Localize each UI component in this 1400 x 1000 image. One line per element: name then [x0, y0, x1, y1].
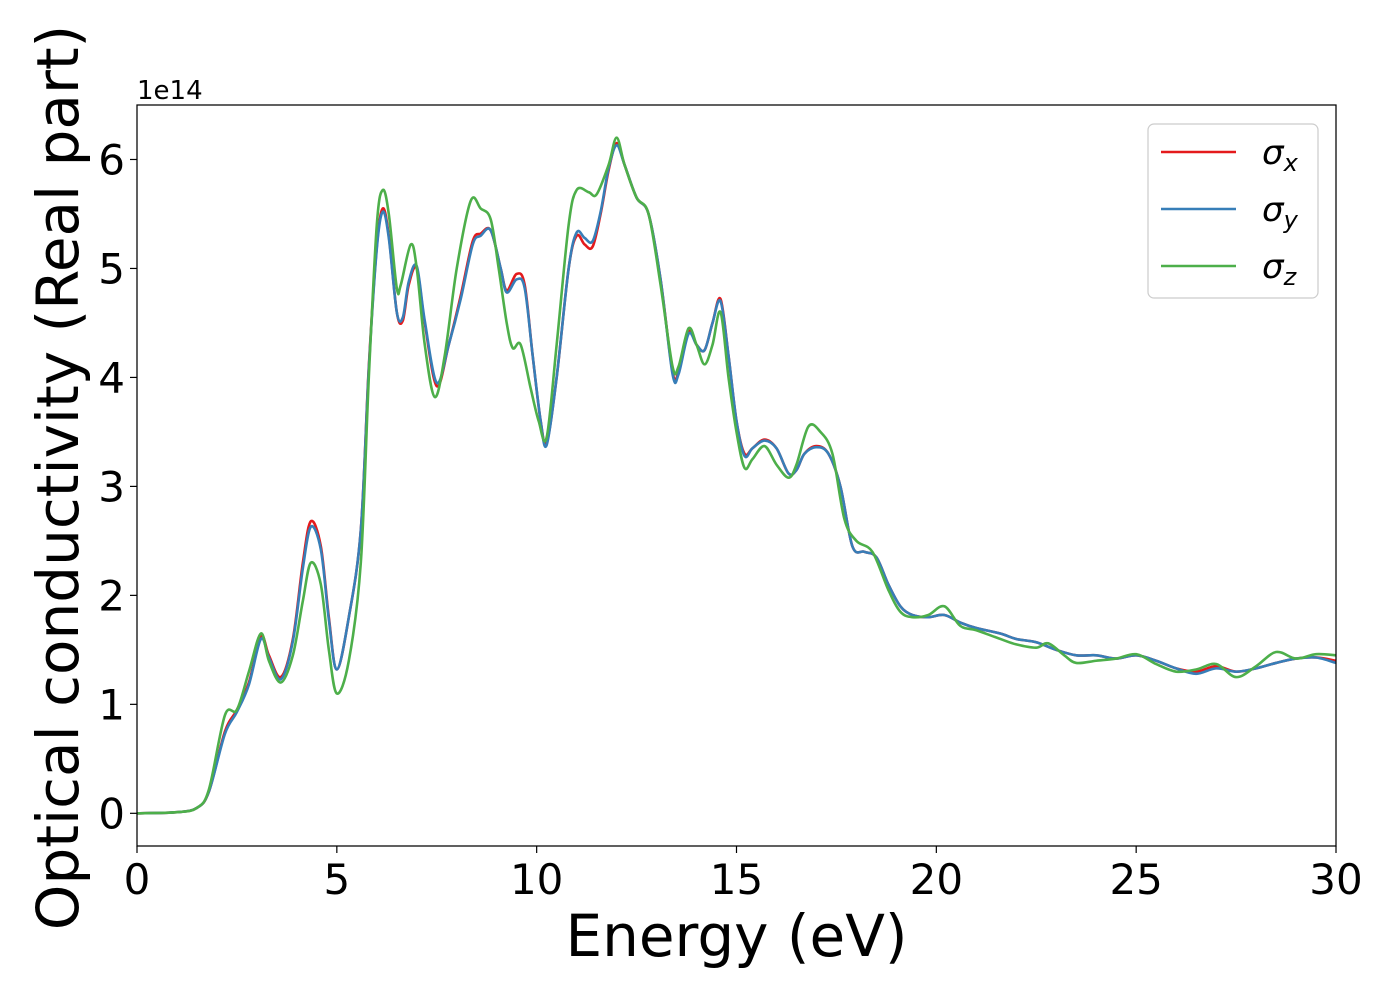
y-tick-label: 5 — [98, 244, 125, 293]
y-axis-label: Optical conductivity (Real part) — [24, 25, 92, 930]
x-tick-label: 10 — [510, 855, 563, 904]
y-offset-label: 1e14 — [137, 76, 203, 106]
series-line-sigma-z — [137, 136, 1336, 815]
y-tick-label: 6 — [98, 135, 125, 184]
x-tick-label: 0 — [124, 855, 151, 904]
x-tick-label: 20 — [910, 855, 963, 904]
y-tick-label: 3 — [98, 462, 125, 511]
x-tick-label: 30 — [1309, 855, 1362, 904]
y-tick-label: 4 — [98, 353, 125, 402]
series-layer — [137, 136, 1336, 815]
x-tick-label: 5 — [323, 855, 350, 904]
legend-label-y: σy — [1262, 190, 1299, 234]
y-tick-label: 1 — [98, 680, 125, 729]
x-tick-label: 25 — [1109, 855, 1162, 904]
legend-label-x: σx — [1262, 133, 1299, 177]
legend: σx σy σz — [1147, 123, 1319, 299]
legend-frame — [1147, 123, 1319, 299]
y-tick-label: 0 — [98, 789, 125, 838]
x-axis-label: Energy (eV) — [565, 902, 907, 970]
y-tick-label: 2 — [98, 571, 125, 620]
y-axis: 0 1 2 3 4 5 6 — [98, 135, 137, 838]
legend-label-z: σz — [1262, 247, 1298, 291]
x-axis: 0 5 10 15 20 25 30 — [124, 846, 1363, 904]
x-tick-label: 15 — [710, 855, 763, 904]
